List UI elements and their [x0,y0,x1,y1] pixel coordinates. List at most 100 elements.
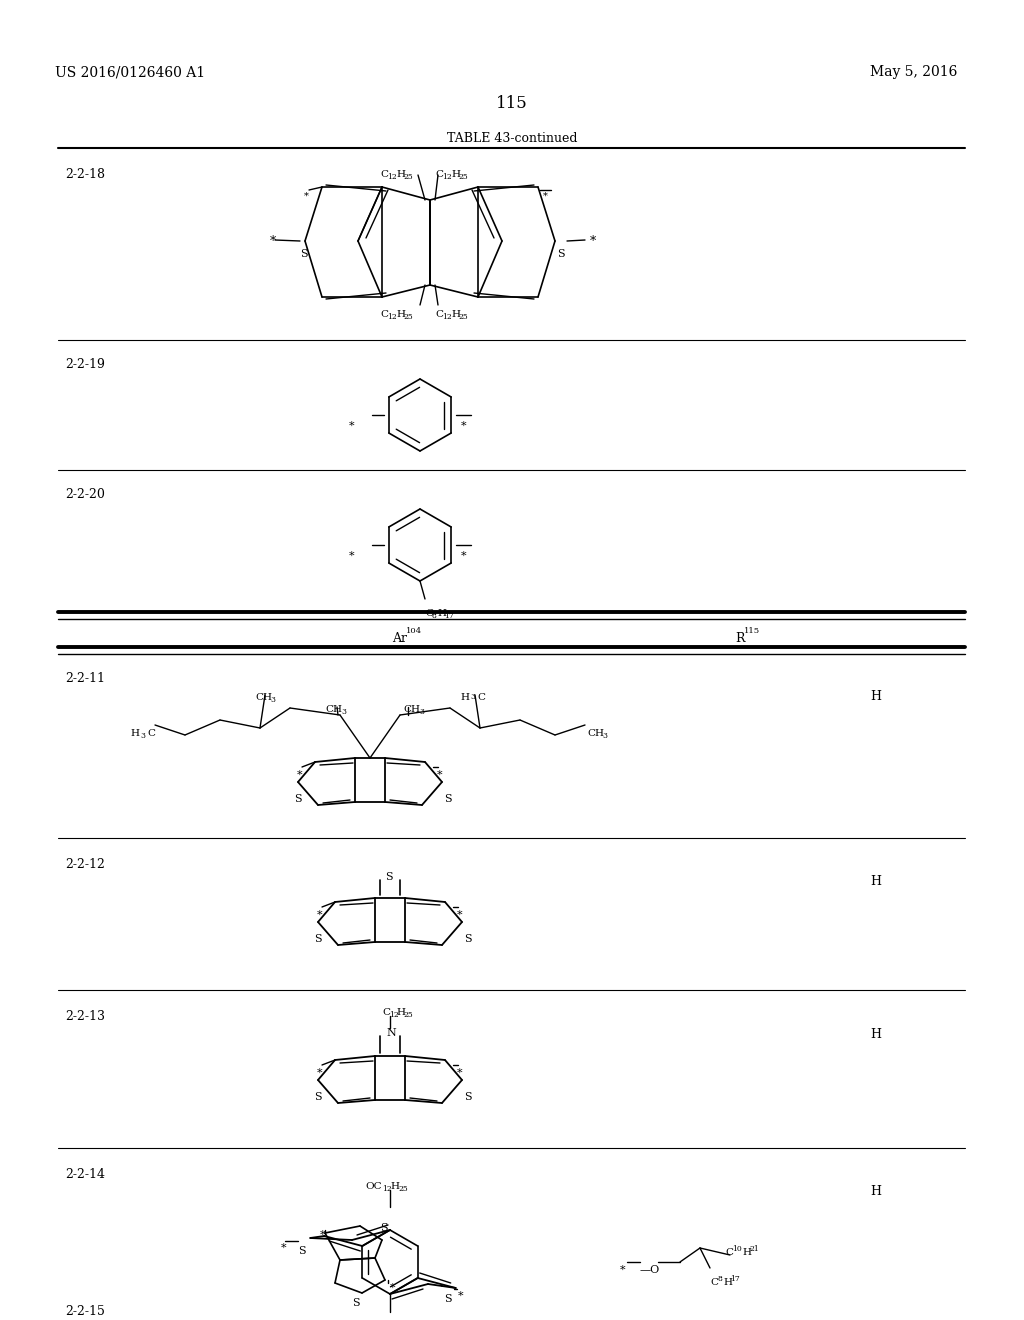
Text: *: * [270,235,276,248]
Text: C: C [380,170,388,180]
Text: S: S [557,249,564,259]
Text: H: H [870,690,881,704]
Text: 17: 17 [730,1275,739,1283]
Text: *: * [319,1230,326,1239]
Text: 12: 12 [442,173,452,181]
Text: C: C [380,310,388,319]
Text: C: C [477,693,485,702]
Text: H: H [130,729,139,738]
Text: *: * [461,421,467,432]
Text: CH: CH [403,705,420,714]
Text: S: S [385,873,392,882]
Text: *: * [349,550,354,561]
Text: S: S [314,1092,322,1102]
Text: OC: OC [365,1181,382,1191]
Text: S: S [314,935,322,944]
Text: 3: 3 [602,733,607,741]
Text: H: H [396,1008,406,1016]
Text: 25: 25 [403,173,413,181]
Text: 3: 3 [470,693,475,701]
Text: —O: —O [640,1265,660,1275]
Text: 12: 12 [387,313,396,321]
Text: 2-2-11: 2-2-11 [65,672,105,685]
Text: CH: CH [255,693,272,702]
Text: S: S [464,935,472,944]
Text: 25: 25 [458,313,468,321]
Text: 2-2-14: 2-2-14 [65,1168,105,1181]
Text: C: C [425,609,433,618]
Text: 2-2-12: 2-2-12 [65,858,104,871]
Text: May 5, 2016: May 5, 2016 [870,65,957,79]
Text: 25: 25 [403,1011,413,1019]
Text: *: * [317,1068,323,1078]
Text: *: * [297,770,303,780]
Text: 3: 3 [140,733,145,741]
Text: *: * [457,1068,463,1078]
Text: 10: 10 [732,1245,741,1253]
Text: 3: 3 [341,708,346,715]
Text: *: * [590,235,596,248]
Text: TABLE 43-continued: TABLE 43-continued [446,132,578,145]
Text: S: S [298,1246,306,1257]
Text: 21: 21 [749,1245,759,1253]
Text: C: C [147,729,155,738]
Text: 3: 3 [270,696,275,704]
Text: C: C [725,1247,733,1257]
Text: H: H [437,609,446,618]
Text: H: H [742,1247,751,1257]
Text: 25: 25 [398,1185,408,1193]
Text: S: S [380,1224,388,1233]
Text: S: S [300,249,307,259]
Text: 2-2-13: 2-2-13 [65,1010,105,1023]
Text: R: R [735,632,744,645]
Text: *: * [317,909,323,920]
Text: C: C [382,1008,390,1016]
Text: 17: 17 [444,612,454,620]
Text: H: H [460,693,469,702]
Text: *: * [390,1283,395,1294]
Text: S: S [464,1092,472,1102]
Text: *: * [543,191,548,201]
Text: 12: 12 [387,173,396,181]
Text: *: * [349,421,354,432]
Text: H: H [723,1278,732,1287]
Text: N: N [386,1028,395,1038]
Text: 2-2-20: 2-2-20 [65,488,104,502]
Text: CH: CH [587,729,604,738]
Text: US 2016/0126460 A1: US 2016/0126460 A1 [55,65,205,79]
Text: 104: 104 [406,627,422,635]
Text: S: S [294,795,302,804]
Text: S: S [444,795,452,804]
Text: 8: 8 [717,1275,722,1283]
Text: 115: 115 [744,627,760,635]
Text: 2-2-19: 2-2-19 [65,358,104,371]
Text: 12: 12 [389,1011,398,1019]
Text: 25: 25 [458,173,468,181]
Text: C: C [435,170,443,180]
Text: C: C [710,1278,718,1287]
Text: H: H [451,170,460,180]
Text: *: * [437,770,442,780]
Text: 115: 115 [496,95,528,112]
Text: 2-2-15: 2-2-15 [65,1305,104,1317]
Text: 2-2-18: 2-2-18 [65,168,105,181]
Text: 12: 12 [382,1185,392,1193]
Text: S: S [444,1294,452,1304]
Text: H: H [451,310,460,319]
Text: H: H [396,310,406,319]
Text: 12: 12 [442,313,452,321]
Text: CH: CH [325,705,342,714]
Text: *: * [620,1265,626,1275]
Text: S: S [352,1298,359,1308]
Text: 25: 25 [403,313,413,321]
Text: *: * [461,550,467,561]
Text: *: * [281,1243,286,1253]
Text: 8: 8 [432,612,437,620]
Text: H: H [870,1185,881,1199]
Text: 3: 3 [419,708,424,715]
Text: H: H [396,170,406,180]
Text: Ar: Ar [392,632,408,645]
Text: *: * [458,1291,464,1302]
Text: *: * [457,909,463,920]
Text: C: C [435,310,443,319]
